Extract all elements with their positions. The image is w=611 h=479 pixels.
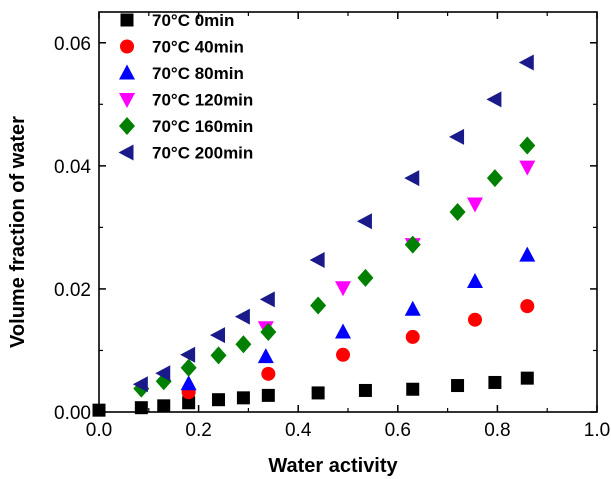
legend: 70°C 0min 70°C 40min 70°C 80min 70°C 120min… (118, 11, 253, 163)
data-point (449, 203, 466, 221)
x-axis-label: Water activity (268, 455, 398, 477)
data-point (357, 268, 374, 287)
data-point (519, 246, 536, 262)
legend-label: 70°C 80min (152, 64, 244, 83)
data-point (134, 401, 148, 415)
legend-entry: 70°C 80min (119, 64, 244, 83)
data-point (451, 379, 465, 393)
data-point (236, 391, 250, 405)
data-point (212, 393, 226, 407)
data-point (486, 169, 503, 188)
data-point (311, 386, 325, 400)
data-point (335, 281, 352, 297)
data-point (180, 375, 197, 391)
legend-entry: 70°C 0min (120, 11, 234, 30)
legend-marker (120, 39, 134, 54)
legend-label: 70°C 120min (152, 91, 253, 110)
y-axis: 0.00 0.02 0.04 0.06 (54, 34, 597, 424)
series-3 (180, 246, 536, 391)
data-point (235, 335, 252, 354)
data-point (519, 160, 536, 176)
y-tick-label: 0.00 (54, 403, 91, 424)
data-point (182, 396, 196, 410)
series-4 (257, 160, 536, 337)
data-point (259, 291, 275, 308)
data-point (358, 383, 372, 397)
data-point (210, 346, 227, 365)
x-tick-label: 0.6 (385, 420, 411, 441)
data-point (310, 296, 327, 315)
y-axis-label: Volume fraction of water (7, 116, 29, 348)
series-1 (92, 371, 534, 417)
legend-marker (119, 64, 135, 80)
data-point (261, 388, 275, 402)
y-tick-label: 0.02 (54, 280, 91, 301)
x-tick-label: 0.4 (285, 420, 312, 441)
series-6 (132, 54, 534, 393)
data-point (234, 308, 250, 325)
data-point (157, 399, 171, 413)
legend-marker (119, 117, 135, 135)
data-point (520, 299, 535, 314)
data-point (404, 300, 421, 316)
data-point (488, 375, 502, 389)
x-tick-label: 0.8 (484, 420, 510, 441)
data-point (404, 170, 420, 187)
data-point (155, 365, 171, 382)
data-points (92, 54, 536, 417)
x-tick-label: 1.0 (584, 420, 610, 441)
data-point (404, 235, 421, 254)
data-point (309, 252, 325, 268)
data-point (261, 366, 276, 381)
legend-label: 70°C 160min (152, 117, 253, 136)
data-point (260, 323, 277, 341)
legend-entry: 70°C 160min (119, 117, 253, 136)
data-point (520, 371, 534, 385)
data-point (356, 213, 372, 230)
data-point (336, 347, 351, 362)
legend-label: 70°C 200min (152, 144, 253, 163)
data-point (405, 329, 420, 344)
data-point (486, 91, 502, 108)
series-5 (133, 136, 536, 398)
legend-entry: 70°C 40min (120, 38, 244, 57)
data-point (210, 327, 226, 344)
data-point (406, 382, 420, 396)
data-point (180, 346, 196, 363)
legend-label: 70°C 0min (152, 11, 234, 30)
series-2 (181, 299, 535, 400)
data-point (257, 348, 274, 364)
x-axis: 0.0 0.2 0.4 0.6 0.8 1.0 (86, 12, 610, 441)
data-point (466, 197, 483, 213)
data-point (518, 54, 534, 71)
data-point (467, 312, 482, 327)
y-tick-label: 0.06 (54, 34, 91, 55)
data-point (180, 358, 197, 377)
legend-entry: 70°C 120min (119, 91, 253, 110)
data-point (92, 403, 106, 417)
legend-marker (119, 93, 135, 108)
legend-entry: 70°C 200min (118, 144, 253, 163)
x-tick-label: 0.0 (86, 420, 112, 441)
data-point (466, 273, 483, 289)
data-point (335, 323, 352, 339)
data-point (449, 128, 465, 145)
data-point (519, 136, 536, 155)
legend-marker (118, 144, 134, 161)
legend-marker (120, 13, 134, 27)
x-tick-label: 0.2 (185, 420, 211, 441)
legend-label: 70°C 40min (152, 38, 244, 57)
data-point (132, 376, 148, 393)
y-tick-label: 0.04 (54, 157, 91, 178)
